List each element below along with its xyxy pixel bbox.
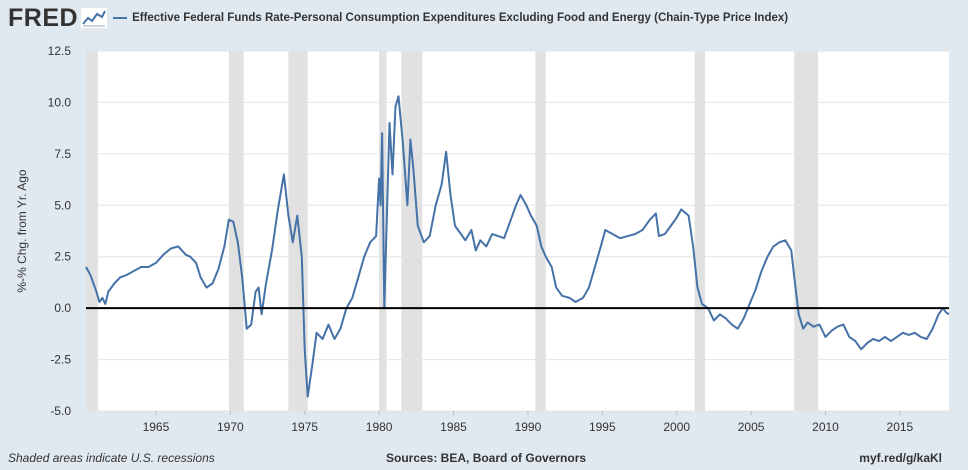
fred-logo[interactable]: FRED bbox=[8, 3, 79, 32]
sources: Sources: BEA, Board of Governors bbox=[386, 451, 587, 465]
chart: 12.5 10.0 7.5 5.0 2.5 0.0 -2.5 -5.0 1965 1970 197… bbox=[15, 44, 950, 434]
y-tick-label: 2.5 bbox=[54, 250, 71, 264]
y-axis-label: %-% Chg. from Yr. Ago bbox=[15, 169, 29, 292]
recession-band bbox=[86, 51, 98, 411]
x-tick-label: 2005 bbox=[738, 420, 765, 434]
x-tick-label: 1990 bbox=[515, 420, 542, 434]
y-tick-label: 12.5 bbox=[48, 44, 72, 58]
recession-band bbox=[794, 51, 819, 411]
x-tick-label: 1985 bbox=[440, 420, 467, 434]
x-tick-label: 2010 bbox=[812, 420, 839, 434]
header: FRED Effective Federal Funds Rate-Person… bbox=[8, 4, 788, 32]
legend-swatch bbox=[113, 17, 128, 19]
legend-label: Effective Federal Funds Rate-Personal Co… bbox=[132, 12, 789, 24]
recession-note: Shaded areas indicate U.S. recessions bbox=[8, 451, 215, 465]
y-tick-labels: 12.5 10.0 7.5 5.0 2.5 0.0 -2.5 -5.0 bbox=[48, 44, 72, 418]
legend: Effective Federal Funds Rate-Personal Co… bbox=[113, 12, 788, 24]
y-tick-label: -2.5 bbox=[50, 353, 71, 367]
y-tick-label: -5.0 bbox=[50, 404, 71, 418]
y-tick-label: 7.5 bbox=[54, 147, 71, 161]
y-tick-label: 10.0 bbox=[48, 95, 72, 109]
x-tick-label: 1970 bbox=[217, 420, 244, 434]
chart-line-icon bbox=[81, 8, 108, 28]
x-tick-label: 1975 bbox=[291, 420, 318, 434]
x-tick-labels: 1965 1970 1975 1980 1985 1990 1995 2000 2005 2010… bbox=[143, 411, 914, 434]
plot-area bbox=[86, 51, 949, 411]
recession-band bbox=[401, 51, 423, 411]
short-url-link[interactable]: myf.red/g/kaKl bbox=[859, 451, 942, 465]
x-tick-label: 1995 bbox=[589, 420, 616, 434]
y-tick-label: 5.0 bbox=[54, 198, 71, 212]
y-tick-label: 0.0 bbox=[54, 301, 71, 315]
x-tick-label: 2000 bbox=[663, 420, 690, 434]
x-tick-label: 2015 bbox=[887, 420, 914, 434]
x-tick-label: 1965 bbox=[143, 420, 170, 434]
x-tick-label: 1980 bbox=[366, 420, 393, 434]
recession-band bbox=[694, 51, 705, 411]
recession-band bbox=[535, 51, 546, 411]
